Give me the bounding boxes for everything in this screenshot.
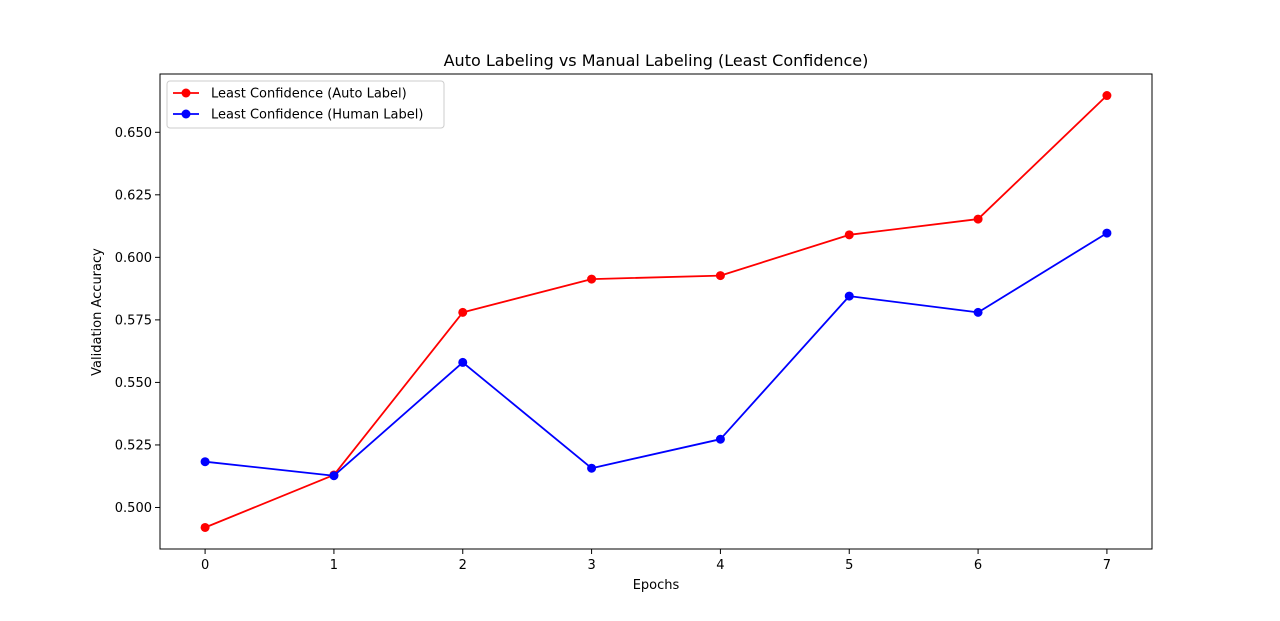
- y-tick-label: 0.500: [115, 501, 152, 516]
- data-point: [715, 434, 725, 444]
- series-0: [200, 91, 1112, 532]
- plot-frame: [159, 73, 1153, 550]
- series-group: [200, 91, 1112, 532]
- x-axis-ticks: 0 1 2 3 4 5 6 7: [201, 549, 1111, 573]
- data-point: [1102, 91, 1112, 101]
- data-point: [458, 357, 468, 367]
- data-point: [200, 457, 210, 467]
- data-point: [1102, 228, 1112, 238]
- x-tick-label: 6: [974, 558, 982, 573]
- y-tick-label: 0.575: [115, 313, 152, 328]
- legend-label: Least Confidence (Auto Label): [211, 87, 407, 102]
- data-point: [844, 230, 854, 240]
- legend-box: [166, 80, 445, 129]
- chart-title: Auto Labeling vs Manual Labeling (Least …: [444, 51, 869, 70]
- x-tick-label: 5: [845, 558, 853, 573]
- legend-marker: [181, 88, 191, 98]
- data-point: [329, 471, 339, 481]
- data-point: [458, 307, 468, 317]
- y-tick-label: 0.550: [115, 376, 152, 391]
- legend: Least Confidence (Auto Label) Least Confi…: [166, 80, 445, 129]
- x-tick-label: 1: [330, 558, 338, 573]
- y-tick-label: 0.525: [115, 438, 152, 453]
- y-tick-label: 0.600: [115, 251, 152, 266]
- data-point: [715, 271, 725, 281]
- data-point: [587, 463, 597, 473]
- series-line: [204, 94, 1108, 529]
- x-tick-label: 3: [587, 558, 595, 573]
- y-tick-label: 0.625: [115, 188, 152, 203]
- data-point: [844, 291, 854, 301]
- y-tick-label: 0.650: [115, 126, 152, 141]
- x-tick-label: 2: [459, 558, 467, 573]
- y-axis-label: Validation Accuracy: [90, 248, 105, 376]
- y-axis-ticks: 0.500 0.525 0.550 0.575 0.600 0.625 0.650: [115, 126, 160, 516]
- data-point: [587, 274, 597, 284]
- x-tick-label: 0: [201, 558, 209, 573]
- series-1: [200, 228, 1112, 481]
- legend-entry: Least Confidence (Human Label): [173, 108, 423, 123]
- series-line: [204, 232, 1108, 477]
- legend-marker: [181, 109, 191, 119]
- data-point: [973, 214, 983, 224]
- legend-label: Least Confidence (Human Label): [211, 108, 423, 123]
- legend-entry: Least Confidence (Auto Label): [173, 87, 407, 102]
- x-tick-label: 7: [1103, 558, 1111, 573]
- data-point: [973, 307, 983, 317]
- x-tick-label: 4: [716, 558, 724, 573]
- data-point: [200, 522, 210, 532]
- x-axis-label: Epochs: [633, 578, 680, 593]
